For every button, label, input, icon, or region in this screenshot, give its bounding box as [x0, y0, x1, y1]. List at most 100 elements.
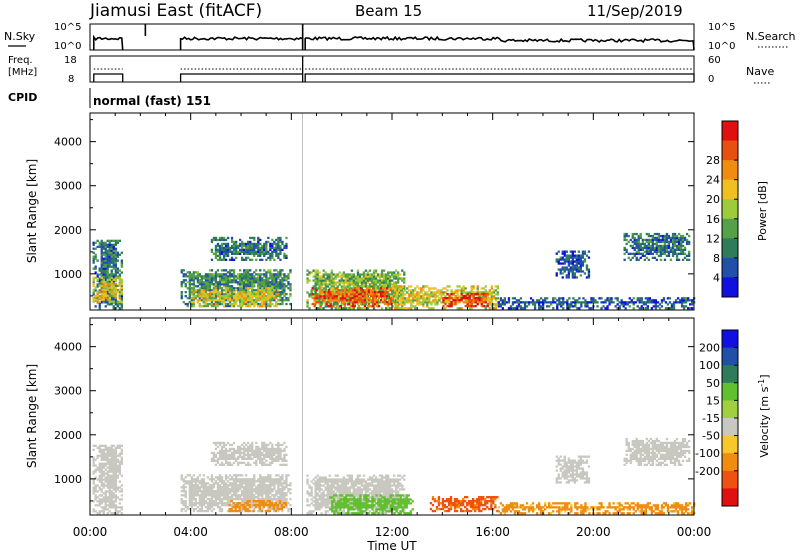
echo-cell	[426, 299, 429, 302]
echo-cell	[200, 291, 203, 294]
echo-cell	[681, 238, 685, 242]
echo-cell	[565, 266, 568, 269]
echo-cell	[647, 232, 650, 236]
echo-cell	[353, 287, 356, 290]
echo-cell	[228, 490, 232, 493]
echo-cell	[319, 291, 322, 294]
echo-cell	[329, 299, 332, 302]
echo-cell	[319, 297, 322, 300]
echo-cell	[685, 238, 689, 242]
echo-cell	[249, 258, 252, 261]
echo-cell	[585, 266, 589, 269]
echo-cell	[259, 283, 262, 286]
echo-cell	[624, 301, 627, 304]
echo-cell	[633, 246, 636, 250]
echo-cell	[285, 236, 288, 240]
echo-cell	[120, 259, 123, 262]
echo-cell	[401, 279, 404, 282]
echo-cell	[348, 307, 351, 310]
echo-cell	[202, 301, 205, 304]
echo-cell	[632, 303, 635, 306]
echo-cell	[232, 301, 236, 304]
echo-cell	[581, 262, 585, 265]
echo-cell	[643, 258, 646, 261]
echo-cell	[403, 271, 406, 274]
echo-cell	[391, 293, 394, 296]
echo-cell	[378, 277, 382, 280]
echo-cell	[204, 293, 208, 296]
echo-cell	[555, 260, 558, 263]
echo-cell	[192, 271, 195, 274]
echo-cell	[667, 250, 671, 253]
echo-cell	[92, 510, 95, 513]
echo-cell	[104, 269, 107, 272]
echo-cell	[114, 294, 117, 297]
echo-cell	[342, 283, 345, 286]
echo-cell	[677, 238, 681, 242]
echo-cell	[96, 278, 99, 281]
echo-cell	[237, 496, 240, 499]
echo-cell	[663, 236, 667, 240]
echo-cell	[386, 302, 389, 306]
echo-cell	[395, 305, 398, 308]
echo-cell	[340, 273, 343, 276]
echo-cell	[110, 452, 113, 455]
echo-cell	[102, 478, 105, 481]
echo-cell	[251, 297, 254, 300]
echo-cell	[228, 498, 232, 501]
echo-cell	[235, 482, 238, 485]
echo-cell	[289, 283, 292, 286]
echo-cell	[412, 295, 415, 298]
echo-cell	[104, 444, 107, 447]
echo-cell	[436, 291, 439, 294]
echo-cell	[325, 301, 328, 304]
echo-cell	[651, 256, 654, 259]
echo-cell	[265, 500, 268, 503]
echo-cell	[114, 241, 117, 244]
echo-cell	[519, 307, 523, 310]
echo-cell	[222, 301, 226, 304]
echo-cell	[629, 258, 632, 261]
echo-cell	[100, 288, 103, 291]
echo-cell	[188, 287, 191, 290]
echo-cell	[402, 301, 405, 304]
echo-cell	[369, 293, 373, 296]
echo-cell	[406, 307, 409, 310]
echo-cell	[198, 283, 201, 286]
echo-cell	[245, 285, 248, 288]
echo-cell	[210, 248, 214, 251]
echo-cell	[251, 506, 254, 509]
echo-cell	[285, 256, 288, 259]
echo-cell	[216, 238, 220, 242]
echo-cell	[555, 252, 558, 255]
echo-cell	[106, 466, 109, 469]
echo-cell	[118, 239, 121, 242]
echo-cell	[348, 285, 351, 288]
echo-cell	[525, 301, 529, 304]
echo-cell	[110, 251, 113, 254]
echo-cell	[361, 295, 365, 298]
echo-cell	[482, 291, 485, 294]
echo-cell	[224, 244, 228, 248]
echo-cell	[190, 482, 193, 485]
echo-cell	[312, 285, 315, 288]
echo-cell	[104, 484, 107, 487]
echo-cell	[314, 287, 317, 290]
echo-cell	[673, 252, 677, 255]
echo-cell	[232, 484, 236, 487]
echo-cell	[106, 478, 109, 481]
echo-cell	[319, 287, 322, 290]
echo-cell	[474, 291, 477, 294]
echo-cell	[313, 295, 316, 298]
echo-cell	[332, 279, 335, 282]
echo-cell	[257, 509, 260, 513]
echo-cell	[202, 289, 205, 292]
echo-cell	[245, 256, 248, 259]
echo-cell	[120, 506, 123, 509]
echo-cell	[112, 454, 115, 457]
echo-cell	[198, 295, 201, 298]
echo-cell	[263, 291, 266, 294]
echo-cell	[114, 267, 117, 270]
echo-cell	[214, 248, 218, 251]
echo-cell	[416, 295, 419, 298]
